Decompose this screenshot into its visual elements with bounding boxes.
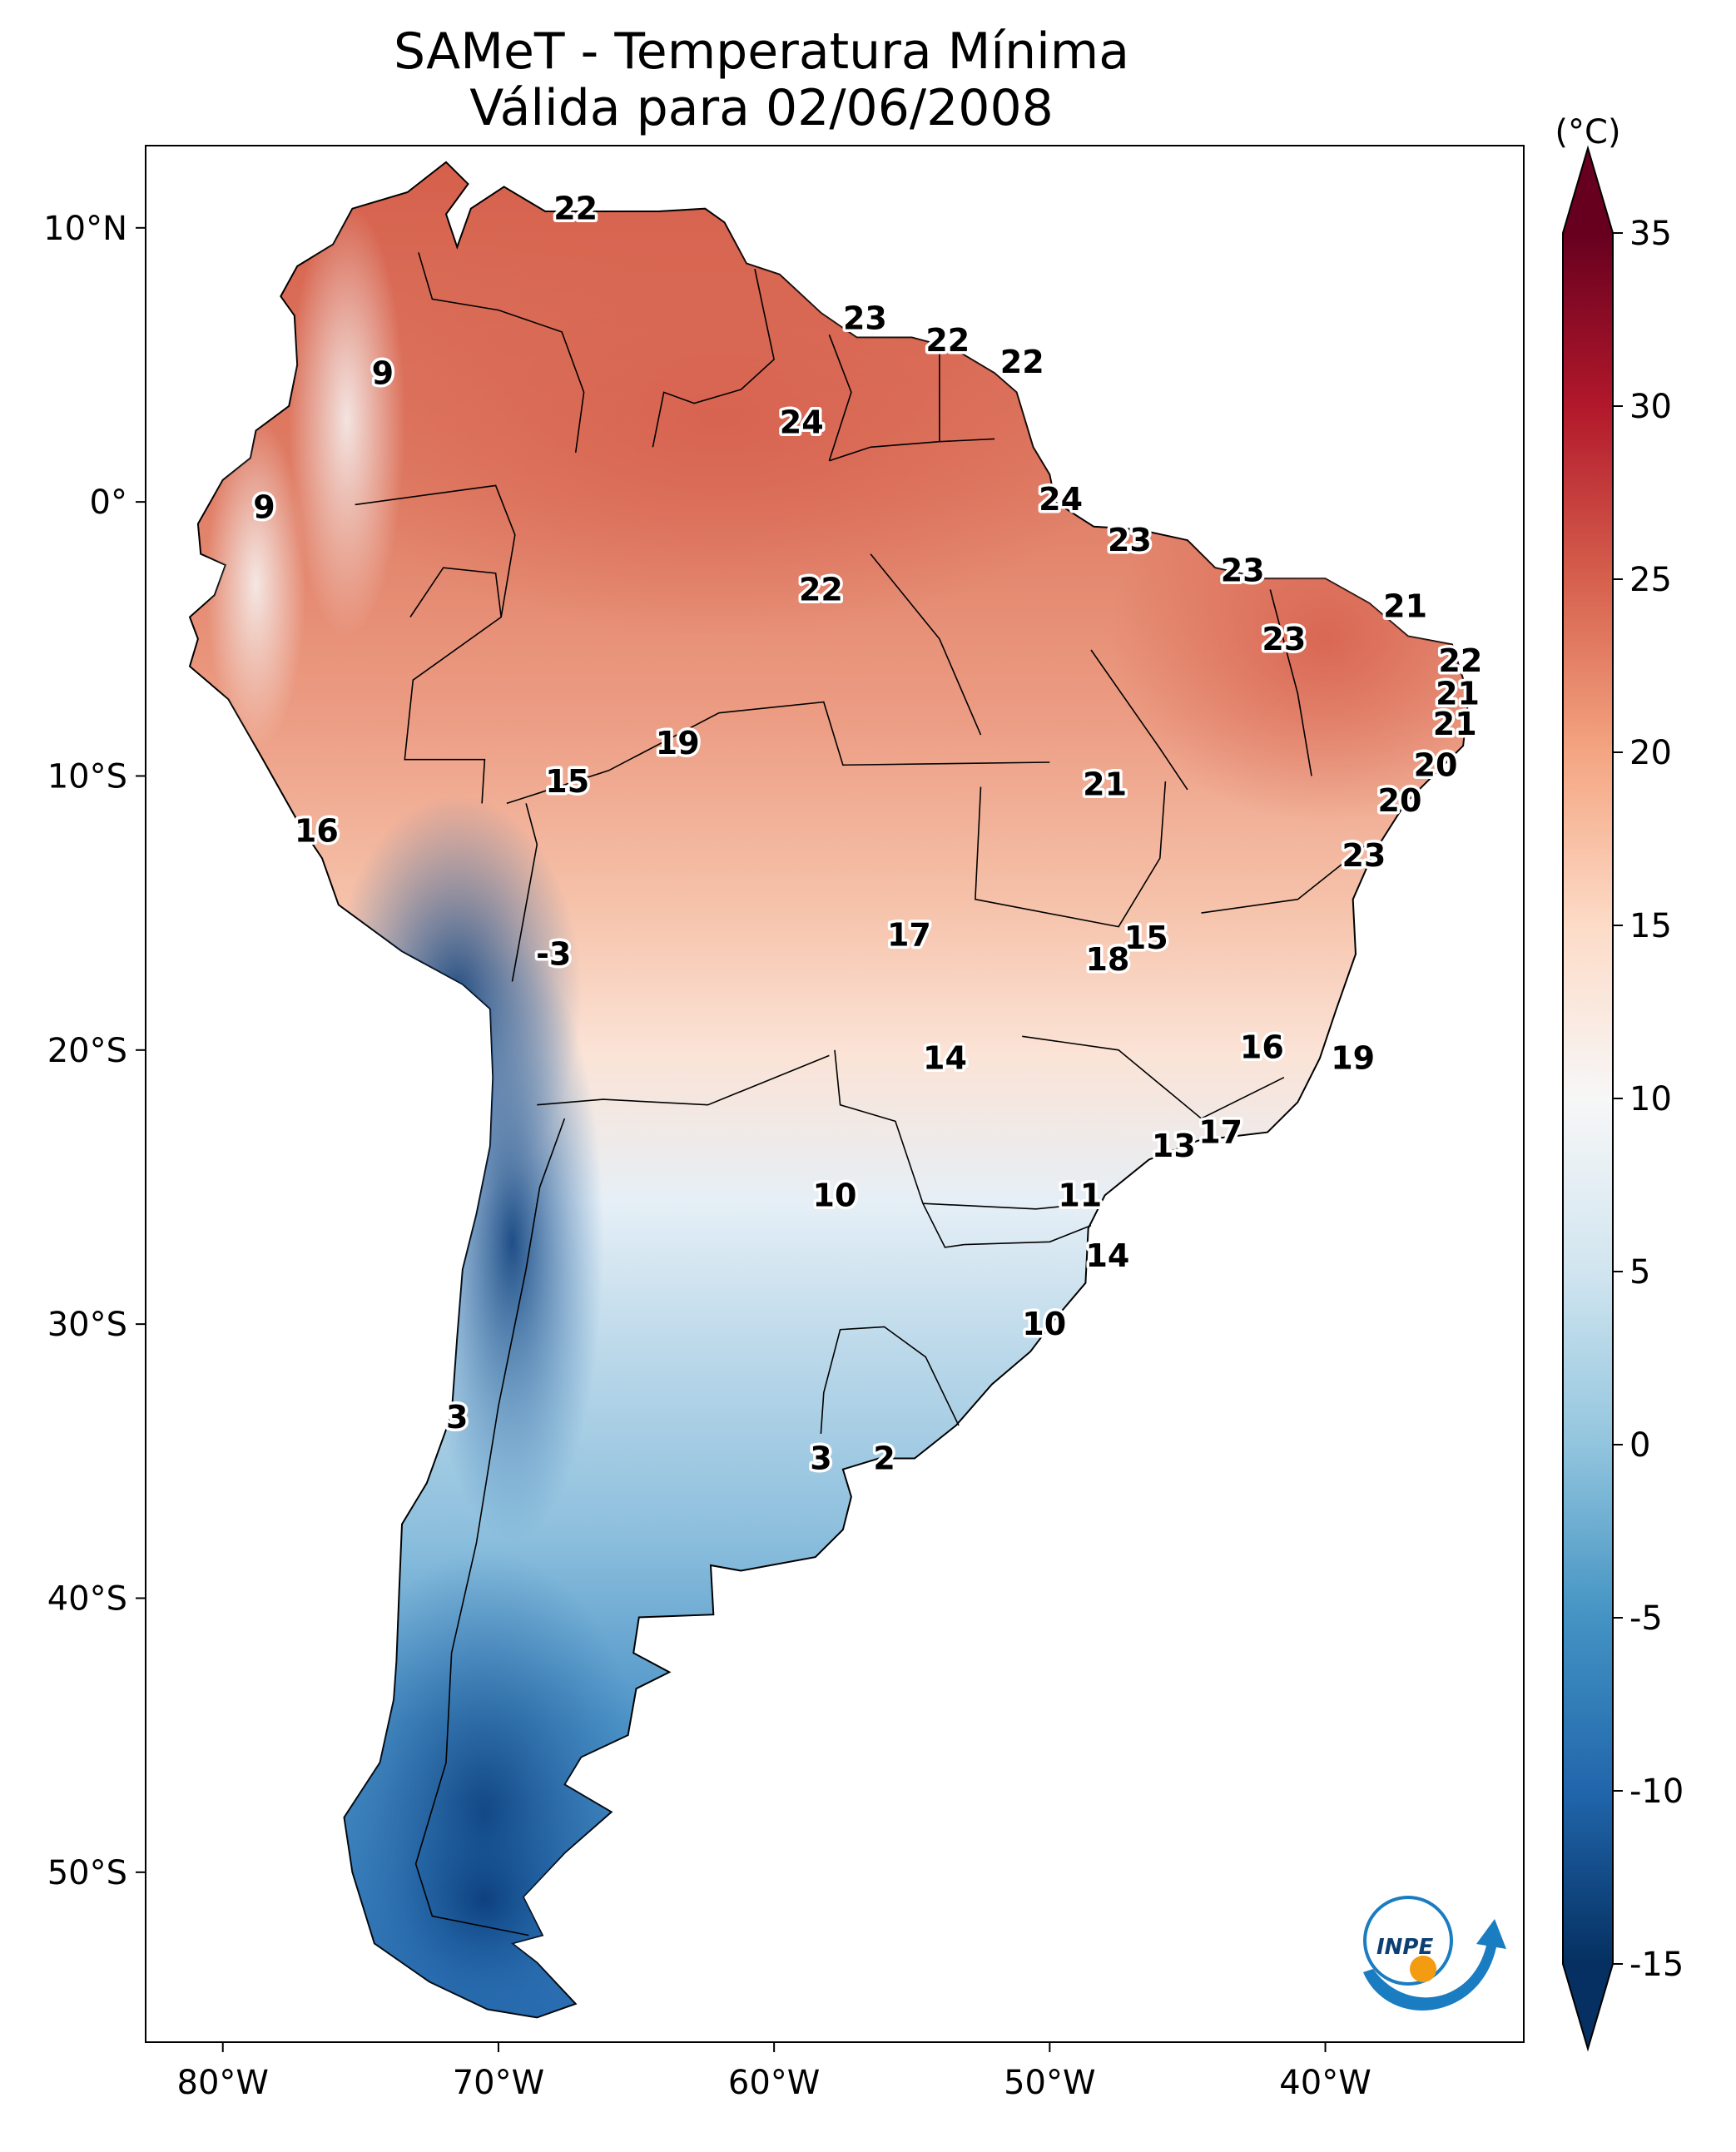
- temperature-label: 15: [1124, 920, 1168, 956]
- temperature-label: 3: [810, 1440, 831, 1477]
- temperature-label: 23: [1262, 621, 1306, 657]
- temperature-label: 23: [1342, 837, 1386, 874]
- temperature-label: 18: [1085, 941, 1129, 978]
- colorbar-tick-label: -5: [1629, 1599, 1663, 1638]
- temperature-label: 10: [1022, 1306, 1066, 1342]
- colorbar-tick-label: 15: [1629, 907, 1672, 945]
- colorbar-tick-label: 30: [1629, 388, 1672, 426]
- lat-tick-label: 30°S: [47, 1306, 127, 1344]
- temperature-label: 9: [253, 489, 275, 526]
- logo-text: INPE: [1376, 1935, 1433, 1960]
- longitude-axis: 80°W 70°W 60°W 50°W 40°W: [177, 2042, 1371, 2102]
- temperature-label: 21: [1433, 706, 1477, 742]
- colorbar-gradient: [1563, 233, 1613, 1964]
- temperature-label: 22: [1000, 344, 1044, 380]
- temperature-label: 22: [1438, 642, 1482, 679]
- temperature-label: 19: [1331, 1040, 1375, 1077]
- colorbar-max-arrow: [1563, 148, 1613, 233]
- colorbar-tick-label: 5: [1629, 1253, 1650, 1292]
- map-frame: [145, 145, 1525, 2043]
- temperature-label: 13: [1152, 1128, 1196, 1164]
- temperature-label: 24: [1039, 481, 1083, 518]
- lon-tick-label: 60°W: [728, 2064, 820, 2102]
- lat-tick-label: 10°N: [43, 210, 127, 248]
- temperature-label: 21: [1436, 676, 1480, 712]
- temperature-label: 16: [295, 812, 339, 849]
- colorbar-tick-label: 20: [1629, 734, 1672, 772]
- temperature-label: 22: [799, 572, 843, 608]
- colorbar-tick-label: 10: [1629, 1080, 1672, 1118]
- temperature-label: 3: [446, 1399, 468, 1435]
- lat-tick-label: 0°: [90, 483, 127, 522]
- colorbar-tick-label: -10: [1629, 1773, 1684, 1811]
- lon-tick-label: 80°W: [177, 2064, 269, 2102]
- temperature-label: 17: [887, 916, 931, 953]
- temperature-label: 23: [843, 300, 887, 336]
- chart-subtitle: Válida para 02/06/2008: [469, 79, 1054, 137]
- temperature-label: 15: [545, 763, 589, 800]
- temperature-label: 21: [1083, 766, 1127, 802]
- lat-tick-label: 40°S: [47, 1579, 127, 1618]
- temperature-label: 2: [873, 1440, 895, 1477]
- temperature-label: -3: [536, 936, 571, 973]
- lon-tick-label: 50°W: [1004, 2064, 1095, 2102]
- temperature-label: 22: [925, 322, 970, 359]
- temperature-label: 16: [1240, 1029, 1284, 1066]
- colorbar-min-arrow: [1563, 1964, 1613, 2049]
- colorbar-tick-label: 35: [1629, 215, 1672, 253]
- latitude-axis: 10°N 0° 10°S 20°S 30°S 40°S 50°S: [43, 210, 146, 1892]
- temperature-label: 22: [553, 191, 598, 227]
- colorbar-tick-label: 25: [1629, 561, 1672, 599]
- lon-tick-label: 70°W: [453, 2064, 544, 2102]
- lon-tick-label: 40°W: [1279, 2064, 1371, 2102]
- temperature-label: 20: [1414, 746, 1458, 783]
- lat-tick-label: 20°S: [47, 1032, 127, 1070]
- temperature-label: 11: [1058, 1177, 1102, 1213]
- temperature-label: 23: [1221, 552, 1265, 588]
- inpe-logo: INPE: [1363, 1896, 1506, 2011]
- colorbar-unit: (°C): [1555, 113, 1620, 151]
- temperature-label: 10: [813, 1177, 857, 1213]
- lat-tick-label: 10°S: [47, 757, 127, 796]
- temperature-label: 21: [1383, 588, 1427, 624]
- temperature-label: 14: [923, 1040, 967, 1077]
- temperature-label: 23: [1108, 522, 1152, 558]
- lat-tick-label: 50°S: [47, 1854, 127, 1892]
- temperature-label: 9: [372, 355, 394, 391]
- colorbar-ticks: 35 30 25 20 15 10 5 0 -5 -10 -15: [1613, 215, 1684, 1984]
- temperature-label: 19: [656, 725, 700, 761]
- temperature-label: 20: [1378, 782, 1422, 819]
- colorbar-tick-label: 0: [1629, 1426, 1650, 1465]
- temperature-label: 14: [1085, 1237, 1129, 1274]
- temperature-label: 24: [780, 404, 824, 441]
- temperature-label: 17: [1198, 1114, 1242, 1151]
- colorbar-tick-label: -15: [1629, 1946, 1684, 1984]
- chart-title: SAMeT - Temperatura Mínima: [393, 22, 1130, 81]
- colorbar: (°C) 35 30 25 20 15 10 5 0 -5 -10 -15: [1555, 113, 1684, 2052]
